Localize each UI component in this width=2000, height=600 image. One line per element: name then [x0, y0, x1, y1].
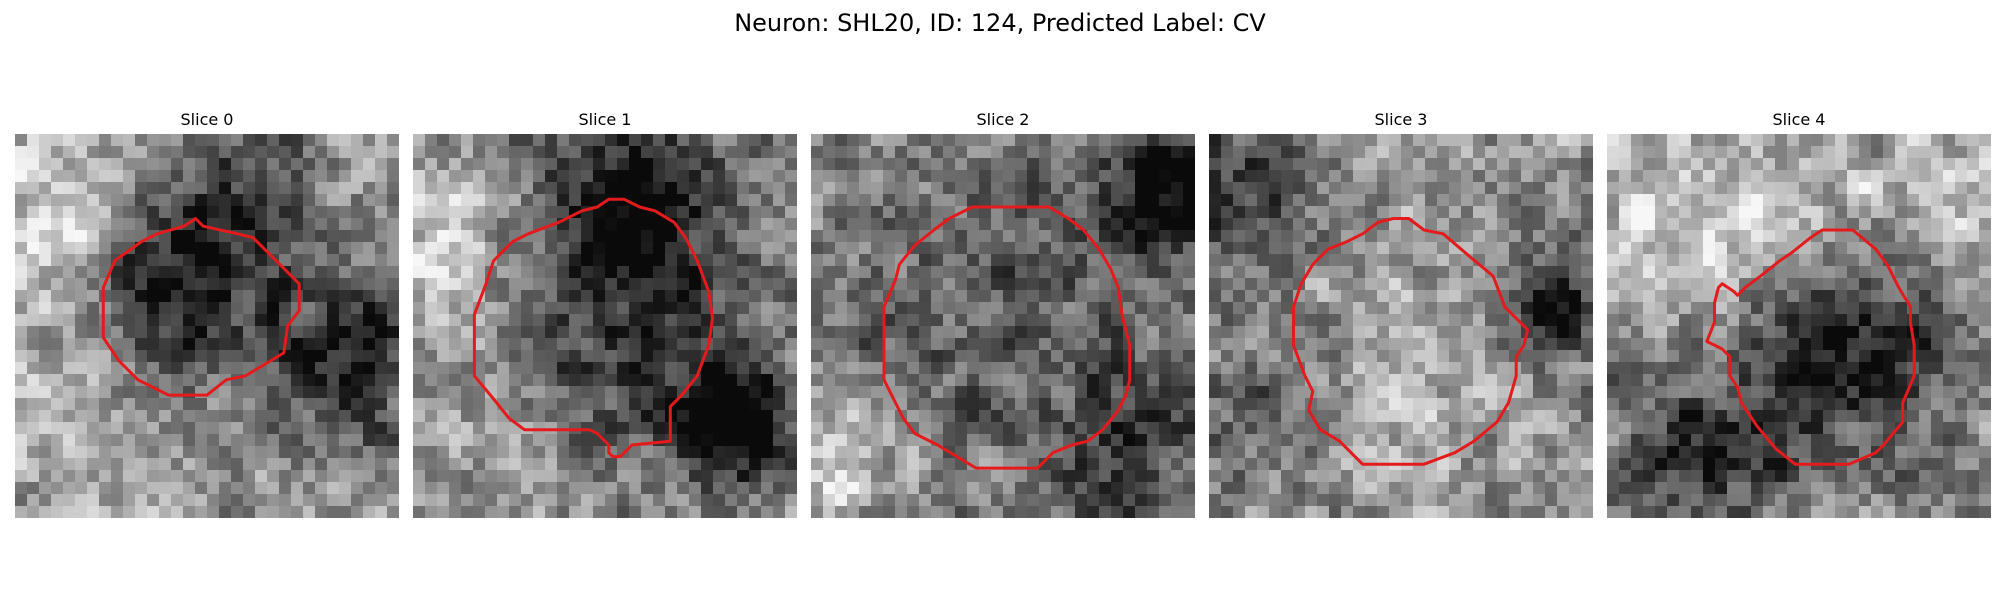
slice-image — [811, 134, 1195, 518]
segmentation-contour — [1292, 217, 1530, 466]
segmentation-contour — [882, 205, 1132, 470]
slice-image — [15, 134, 399, 518]
pixel-grid — [811, 134, 1195, 518]
panel-slice-3: Slice 3 — [1209, 108, 1593, 518]
panel-slice-1: Slice 1 — [413, 108, 797, 518]
panel-title: Slice 1 — [578, 110, 632, 129]
pixel-grid — [1607, 134, 1991, 518]
segmentation-contour — [472, 197, 714, 459]
panel-title: Slice 4 — [1772, 110, 1826, 129]
panel-slice-4: Slice 4 — [1607, 108, 1991, 518]
panel-slice-2: Slice 2 — [811, 108, 1195, 518]
pixel-grid — [15, 134, 399, 518]
segmentation-contour — [1705, 228, 1916, 466]
figure-title: Neuron: SHL20, ID: 124, Predicted Label:… — [734, 9, 1266, 37]
slice-image — [1209, 134, 1593, 518]
slice-image — [1607, 134, 1991, 518]
panel-slice-0: Slice 0 — [15, 108, 399, 518]
pixel-grid — [413, 134, 797, 518]
slice-image — [413, 134, 797, 518]
panel-title: Slice 0 — [180, 110, 234, 129]
pixel-grid — [1209, 134, 1593, 518]
segmentation-contour — [101, 217, 301, 397]
panel-title: Slice 2 — [976, 110, 1030, 129]
panel-title: Slice 3 — [1374, 110, 1428, 129]
